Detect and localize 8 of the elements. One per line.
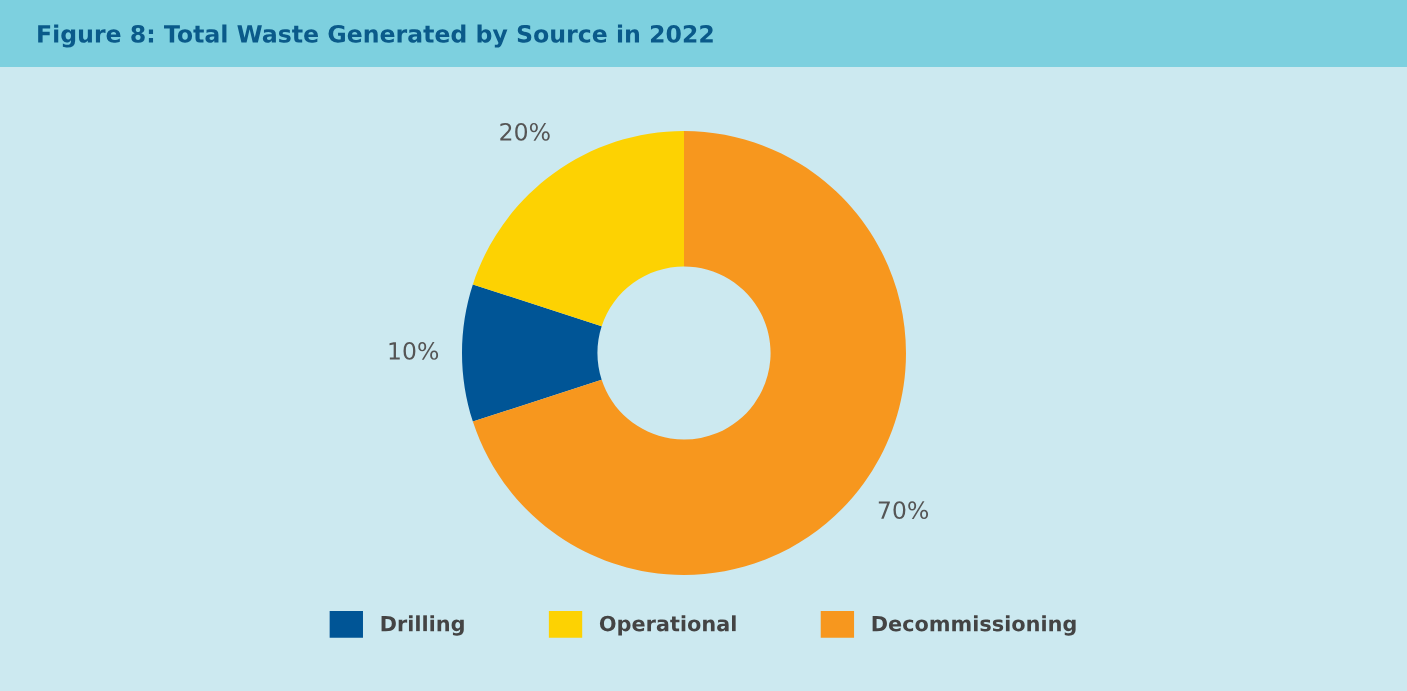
legend-label: Decommissioning xyxy=(872,615,1076,636)
donut-slice xyxy=(462,284,602,422)
data-label: 20% xyxy=(500,122,550,141)
data-label: 70% xyxy=(878,501,929,520)
legend-label: Drilling xyxy=(381,615,464,636)
data-label: 10% xyxy=(389,341,439,360)
chart-title: Figure 8: Total Waste Generated by Source in 2022 xyxy=(38,24,713,48)
legend-label: Operational xyxy=(599,615,736,636)
